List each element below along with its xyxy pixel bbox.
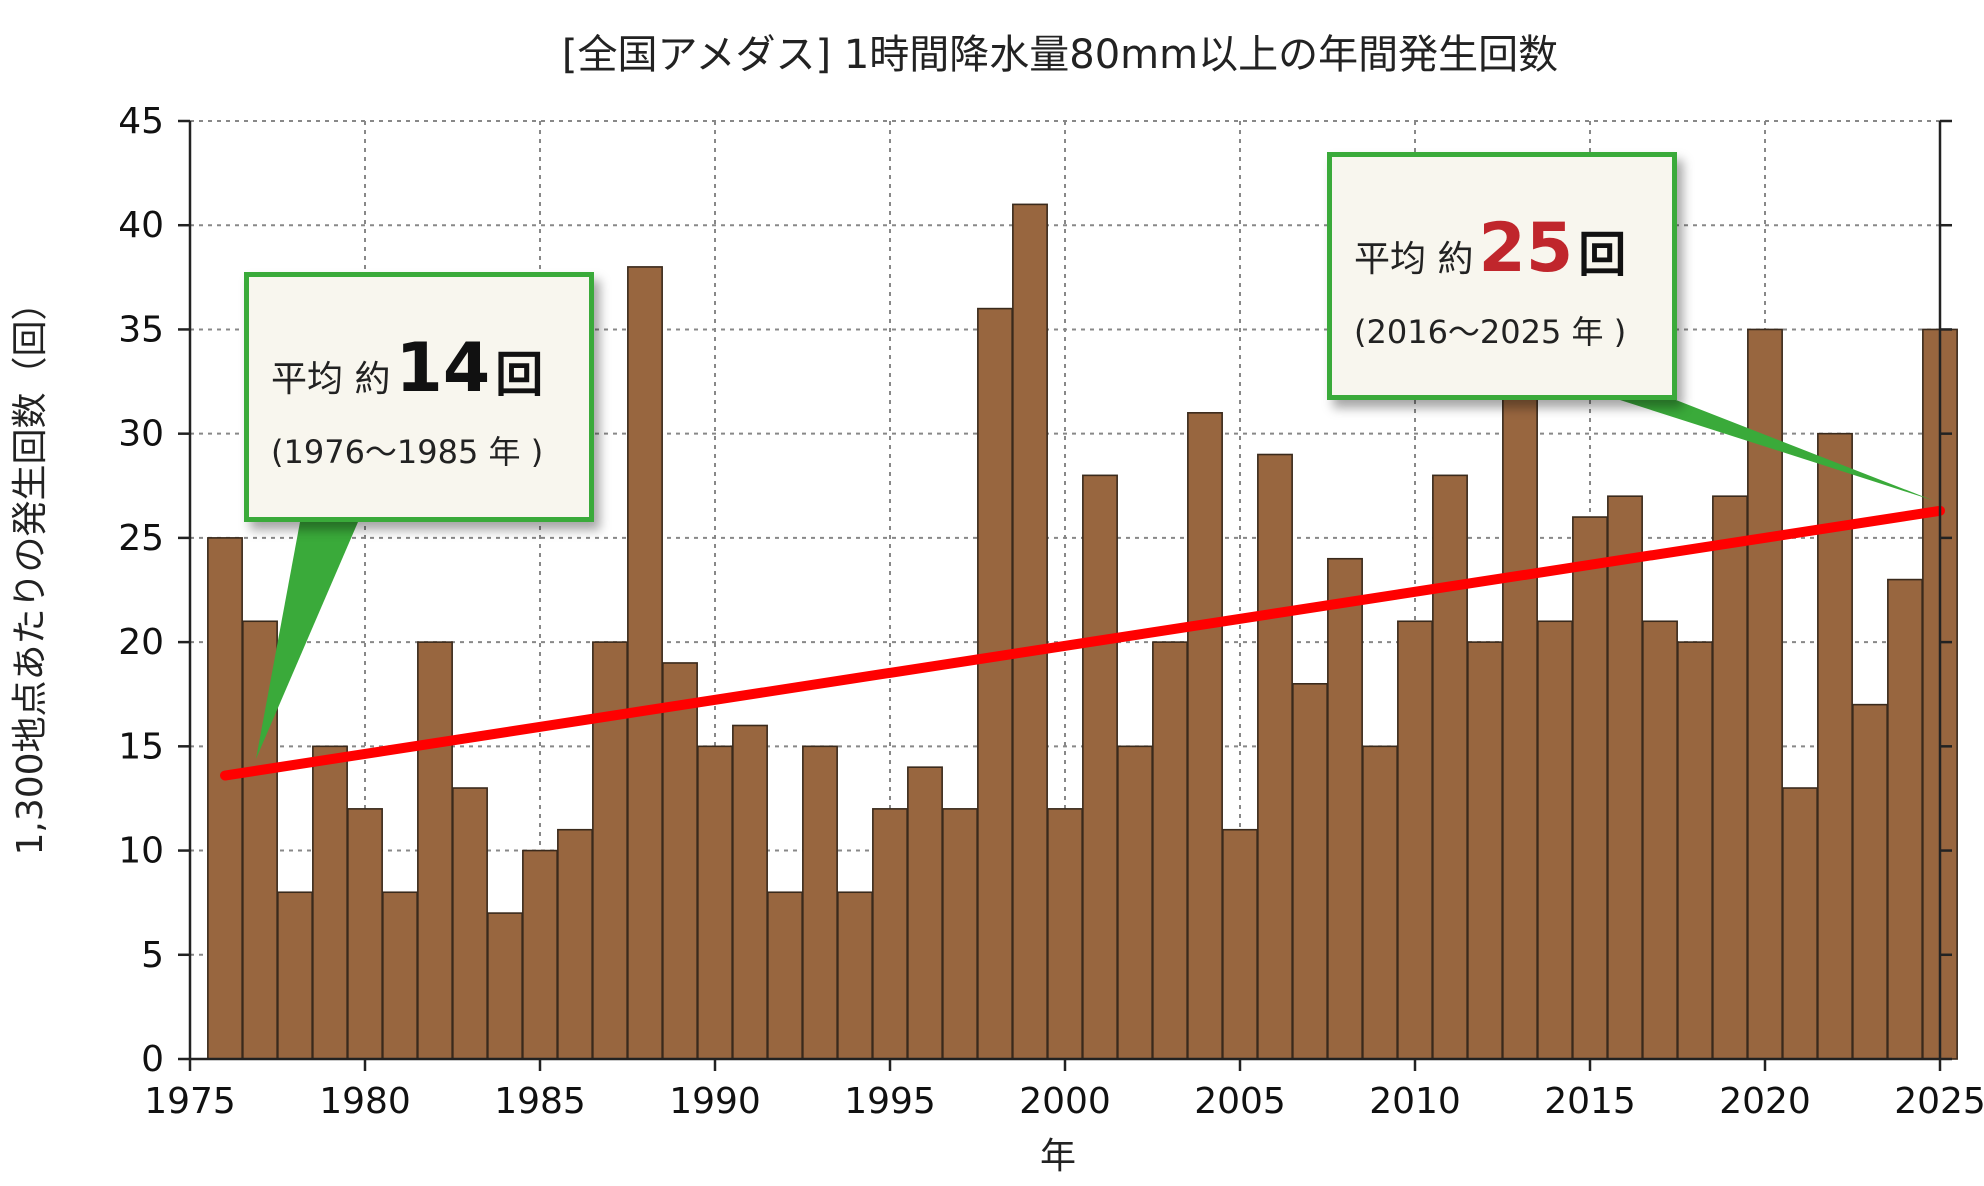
bar-1998 <box>977 307 1013 1060</box>
y-tick-label: 35 <box>118 309 164 350</box>
bar-2001 <box>1082 474 1118 1060</box>
trend <box>220 505 1945 781</box>
callout-late-average: 平均 約 25 回 (2016〜2025 年 ) <box>1327 152 1677 400</box>
bar-2000 <box>1047 808 1083 1060</box>
y-tick-label: 30 <box>118 414 164 455</box>
bar-2021 <box>1782 787 1818 1060</box>
callout-late-period: (2016〜2025 年 ) <box>1354 313 1627 351</box>
y-tick-label: 10 <box>118 831 164 872</box>
bar-1990 <box>697 745 733 1060</box>
callout-late-unit: 回 <box>1578 227 1627 283</box>
bar-2013 <box>1502 391 1538 1060</box>
bar-2024 <box>1887 578 1923 1060</box>
bar-2009 <box>1362 745 1398 1060</box>
bar-2004 <box>1187 412 1223 1060</box>
bar-2005 <box>1222 828 1258 1060</box>
bar-1999 <box>1012 203 1048 1060</box>
chart-title: [全国アメダス] 1時間降水量80mm以上の年間発生回数 <box>562 32 1558 78</box>
y-tick-label: 15 <box>118 726 164 767</box>
bar-2008 <box>1327 557 1363 1060</box>
bar-2015 <box>1572 516 1608 1060</box>
bar-1979 <box>312 745 348 1060</box>
bar-2002 <box>1117 745 1153 1060</box>
bar-2010 <box>1397 620 1433 1060</box>
bar-2012 <box>1467 641 1503 1060</box>
y-tick-label: 0 <box>141 1039 164 1080</box>
bar-2019 <box>1712 495 1748 1060</box>
bar-2016 <box>1607 495 1643 1060</box>
bar-1983 <box>452 787 488 1060</box>
y-tick-label: 40 <box>118 205 164 246</box>
callout-late-number: 25 <box>1478 209 1574 288</box>
x-tick-label: 2015 <box>1544 1081 1636 1122</box>
bar-1981 <box>382 891 418 1060</box>
bar-2007 <box>1292 682 1328 1060</box>
x-tick-label: 2020 <box>1719 1081 1811 1122</box>
bar-1989 <box>662 662 698 1060</box>
y-tick-label: 25 <box>118 518 164 559</box>
x-tick-label: 2000 <box>1019 1081 1111 1122</box>
bar-1982 <box>417 641 453 1060</box>
bar-1985 <box>522 849 558 1060</box>
callout-pointers <box>256 400 1933 759</box>
callout-early-prefix: 平均 約 <box>271 359 391 400</box>
x-tick-label: 1975 <box>144 1081 236 1122</box>
bar-1997 <box>942 808 978 1060</box>
bar-1993 <box>802 745 838 1060</box>
x-tick-label: 2025 <box>1894 1081 1984 1122</box>
callout-early-period: (1976〜1985 年 ) <box>271 433 544 471</box>
bar-1984 <box>487 912 523 1060</box>
bar-2014 <box>1537 620 1573 1060</box>
y-axis-label: 1,300地点あたりの発生回数（回） <box>10 284 51 855</box>
bar-2017 <box>1642 620 1678 1060</box>
bar-2006 <box>1257 453 1293 1060</box>
x-axis-label: 年 <box>1040 1136 1076 1177</box>
bar-1988 <box>627 266 663 1060</box>
bar-1978 <box>277 891 313 1060</box>
bar-1995 <box>872 808 908 1060</box>
bars <box>207 203 1958 1060</box>
x-tick-label: 1995 <box>844 1081 936 1122</box>
bar-1987 <box>592 641 628 1060</box>
bar-2011 <box>1432 474 1468 1060</box>
callout-early-average: 平均 約 14 回 (1976〜1985 年 ) <box>244 272 594 522</box>
bar-2022 <box>1817 432 1853 1060</box>
bar-1980 <box>347 808 383 1060</box>
x-tick-label: 2010 <box>1369 1081 1461 1122</box>
callout-early-unit: 回 <box>495 347 544 403</box>
y-tick-label: 20 <box>118 622 164 663</box>
callout-late-pointer <box>1620 400 1933 501</box>
y-tick-label: 45 <box>118 101 164 142</box>
bar-1991 <box>732 724 768 1060</box>
x-tick-label: 1980 <box>319 1081 411 1122</box>
x-tick-label: 2005 <box>1194 1081 1286 1122</box>
trend-line <box>220 505 1945 781</box>
callout-early-number: 14 <box>395 329 491 408</box>
callout-early-pointer <box>256 522 358 759</box>
x-tick-label: 1990 <box>669 1081 761 1122</box>
bar-2003 <box>1152 641 1188 1060</box>
bar-1992 <box>767 891 803 1060</box>
bar-1994 <box>837 891 873 1060</box>
bar-1986 <box>557 828 593 1060</box>
bar-2018 <box>1677 641 1713 1060</box>
bar-2020 <box>1747 328 1783 1060</box>
x-tick-label: 1985 <box>494 1081 586 1122</box>
bar-2023 <box>1852 703 1888 1060</box>
callout-late-prefix: 平均 約 <box>1354 239 1474 280</box>
bar-1976 <box>207 537 243 1060</box>
bar-1996 <box>907 766 943 1060</box>
y-tick-label: 5 <box>141 935 164 976</box>
